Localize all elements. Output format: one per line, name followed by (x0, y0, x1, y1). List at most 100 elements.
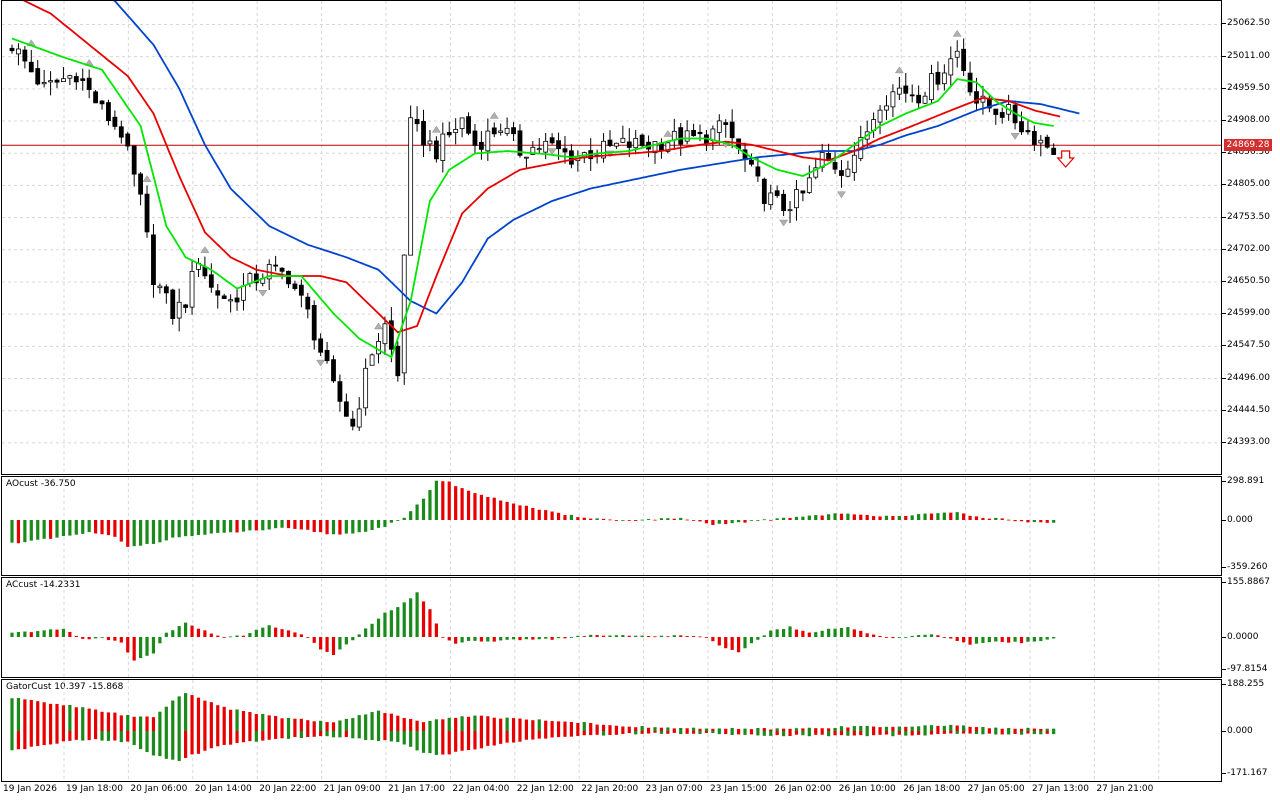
histogram-bar (807, 515, 811, 520)
candle (491, 122, 497, 138)
histogram-bar (981, 726, 985, 731)
histogram-bar (139, 520, 143, 546)
histogram-bar (203, 731, 207, 751)
ao-histogram (10, 477, 1160, 575)
histogram-bar (518, 718, 522, 731)
histogram-bar (518, 505, 522, 520)
histogram-bar (942, 512, 946, 520)
histogram-bar (402, 717, 406, 731)
indicator-axis-label: 0.0000 (1222, 632, 1259, 642)
histogram-bar (248, 633, 252, 637)
candle (794, 180, 799, 221)
candle-body (909, 94, 915, 97)
histogram-bar (743, 728, 747, 731)
histogram-bar (383, 520, 387, 527)
histogram-bar (235, 635, 239, 637)
candle (356, 397, 362, 431)
histogram-bar (216, 705, 220, 731)
histogram-bar (775, 518, 779, 520)
histogram-bar (48, 520, 53, 539)
histogram-bar (151, 520, 156, 544)
histogram-bar (100, 520, 104, 535)
candle-body (388, 320, 394, 350)
candle (131, 145, 137, 187)
histogram-bar (672, 731, 676, 733)
histogram-bar (383, 731, 387, 741)
histogram-bar (518, 637, 522, 641)
histogram-bar (962, 637, 966, 643)
histogram-bar (807, 731, 811, 737)
candle-body (504, 127, 510, 134)
histogram-bar (383, 612, 387, 637)
candle-body (22, 49, 28, 62)
histogram-bar (229, 520, 233, 533)
histogram-bar (762, 731, 766, 736)
histogram-bar (344, 718, 348, 731)
candle (839, 160, 844, 188)
price-chart-canvas[interactable] (2, 1, 1222, 475)
histogram-bar (184, 731, 188, 758)
gator-histogram (10, 680, 1160, 781)
histogram-bar (910, 515, 914, 520)
histogram-bar (962, 725, 966, 731)
candle-body (556, 140, 561, 150)
price-axis-label: 24547.50 (1222, 340, 1270, 351)
histogram-bar (782, 629, 786, 637)
candle-body (626, 141, 632, 148)
time-axis: 19 Jan 2026 19 Jan 18:00 20 Jan 06:00 20 Ja… (0, 782, 1222, 800)
candle (176, 288, 182, 332)
histogram-bar (955, 731, 959, 734)
candle-body (877, 109, 883, 123)
histogram-bar (749, 520, 754, 521)
price-chart-pane[interactable] (1, 0, 1222, 475)
histogram-bar (505, 501, 509, 520)
ao-indicator-pane[interactable]: AOcust -36.750 (1, 476, 1222, 576)
candle (318, 333, 324, 357)
histogram-bar (968, 731, 972, 734)
histogram-bar (100, 711, 104, 731)
candle-body (176, 301, 182, 319)
candle (781, 189, 786, 217)
histogram-bar (524, 637, 528, 640)
histogram-bar (177, 520, 181, 538)
histogram-bar (492, 637, 496, 642)
indicator-axis-label: 155.8867 (1222, 577, 1270, 587)
histogram-bar (364, 520, 368, 532)
histogram-bar (794, 629, 799, 637)
histogram-bar (93, 637, 98, 639)
candle (601, 133, 606, 163)
histogram-bar (595, 724, 599, 731)
histogram-bar (621, 520, 625, 521)
candle (684, 120, 690, 145)
histogram-bar (274, 520, 278, 529)
histogram-bar (241, 635, 246, 637)
ac-indicator-pane[interactable]: ACcust -14.2331 (1, 577, 1222, 678)
candle (723, 119, 729, 138)
histogram-bar (87, 731, 91, 741)
histogram-bar (981, 637, 985, 643)
candle (916, 85, 922, 109)
histogram-bar (299, 634, 303, 637)
candle (896, 76, 902, 101)
gator-indicator-pane[interactable]: GatorCust 10.397 -15.868 (1, 679, 1222, 782)
candle (633, 130, 639, 155)
histogram-bar (16, 697, 21, 731)
histogram-bar (254, 629, 258, 637)
histogram-bar (788, 626, 792, 637)
fractal-up-icon (142, 175, 152, 182)
histogram-bar (145, 716, 149, 731)
histogram-bar (274, 731, 278, 739)
histogram-bar (139, 731, 143, 750)
histogram-bar (36, 731, 40, 746)
histogram-bar (537, 719, 541, 731)
candle-body (311, 305, 317, 341)
histogram-bar (904, 731, 908, 736)
candle-body (845, 168, 851, 177)
histogram-bar (499, 731, 503, 744)
histogram-bar (833, 628, 837, 637)
histogram-bar (364, 628, 368, 637)
ac-histogram (10, 578, 1160, 677)
histogram-bar (421, 731, 426, 753)
histogram-bar (614, 731, 619, 735)
histogram-bar (325, 731, 329, 737)
